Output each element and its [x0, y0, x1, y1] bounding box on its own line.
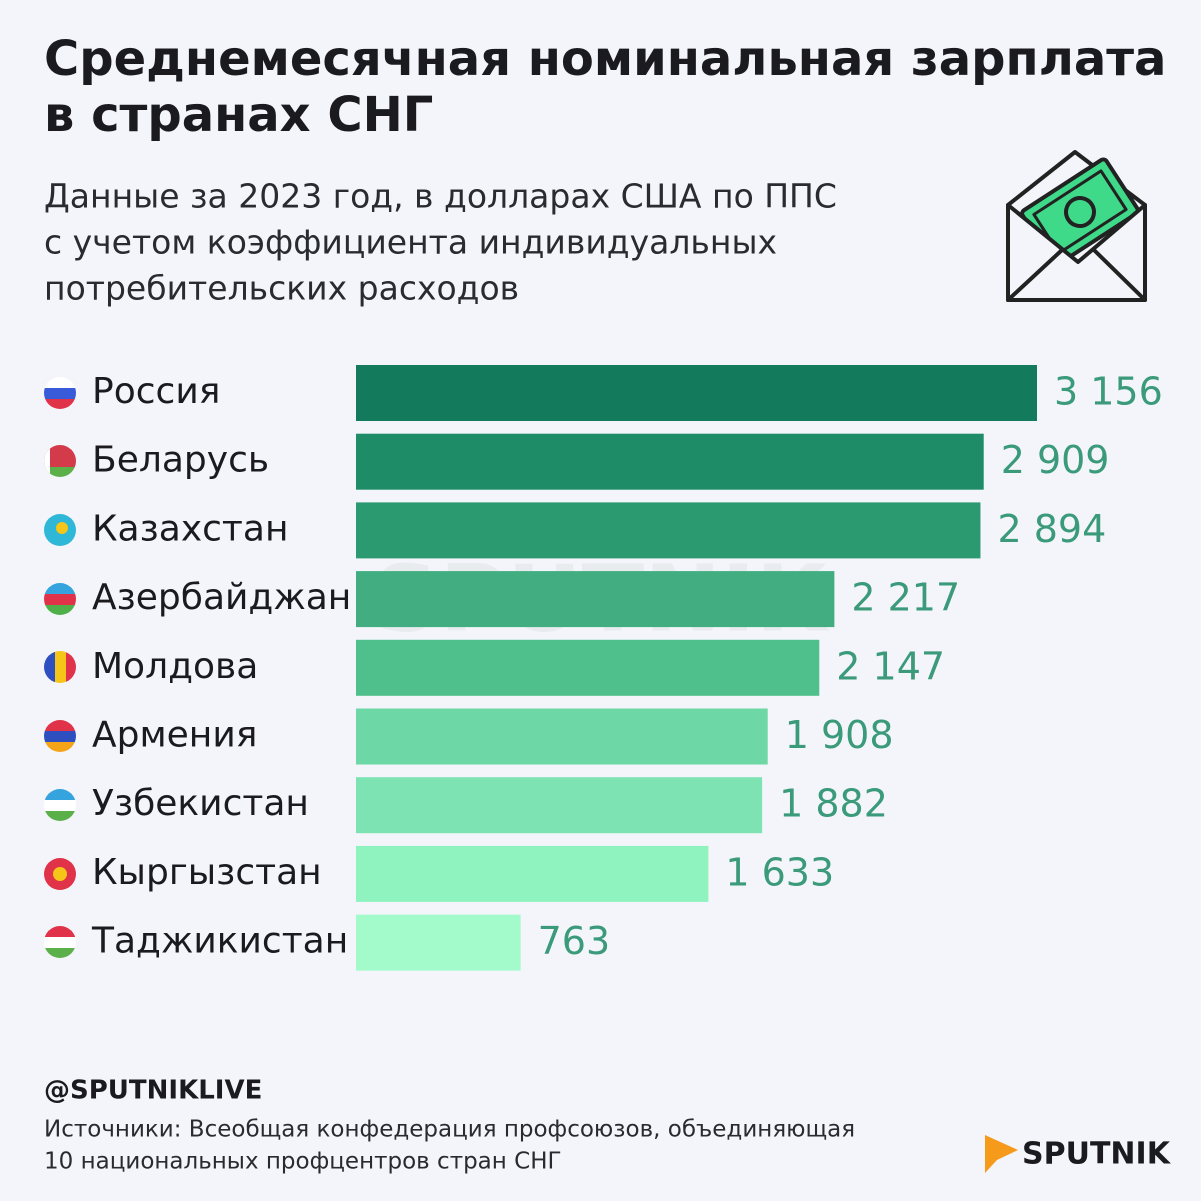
value-label: 2 909 [1001, 438, 1110, 482]
source: Источники: Всеобщая конфедерация профсою… [44, 1117, 855, 1143]
value-label: 2 217 [851, 576, 960, 620]
flags [44, 377, 76, 958]
bar [356, 502, 981, 559]
category-label: Россия [92, 371, 220, 412]
category-label: Таджикистан [91, 921, 348, 962]
category-label: Кыргызстан [92, 852, 322, 893]
flag [44, 789, 76, 821]
flag [44, 514, 76, 546]
bar [356, 365, 1037, 421]
bar [356, 639, 820, 696]
bar [356, 708, 768, 765]
subtitle: с учетом коэффициента индивидуальных [44, 223, 777, 262]
bar [356, 845, 709, 902]
flag [44, 377, 76, 409]
value-label: 2 894 [997, 507, 1106, 551]
category-label: Азербайджан [92, 577, 351, 618]
flag [44, 445, 76, 477]
value-label: 763 [538, 919, 611, 963]
flag [44, 651, 76, 683]
subtitle: потребительских расходов [44, 269, 519, 308]
flag [44, 583, 76, 615]
subtitle: Данные за 2023 год, в долларах США по ПП… [44, 177, 837, 216]
bar [356, 914, 521, 971]
category-label: Узбекистан [92, 783, 309, 824]
value-label: 1 882 [779, 782, 888, 826]
flag [44, 926, 76, 958]
envelope-icon [1006, 150, 1147, 302]
value-label: 1 908 [785, 713, 894, 757]
value-label: 3 156 [1054, 370, 1163, 414]
chart-title: Среднемесячная номинальная зарплата [44, 31, 1166, 87]
logo-mark [985, 1135, 1018, 1173]
category-label: Молдова [92, 646, 258, 687]
category-label: Беларусь [92, 440, 269, 481]
bar [356, 571, 835, 628]
bar [356, 777, 763, 834]
category-label: Казахстан [92, 508, 289, 549]
handle: @SPUTNIKLIVE [44, 1076, 262, 1106]
value-label: 1 633 [725, 850, 834, 894]
flag [44, 858, 76, 890]
bar [356, 433, 984, 490]
category-label: Армения [92, 715, 257, 756]
value-label: 2 147 [836, 644, 945, 688]
logo: SPUTNIK [1022, 1137, 1172, 1172]
source: 10 национальных профцентров стран СНГ [44, 1149, 562, 1175]
chart-title: в странах СНГ [44, 87, 433, 143]
flag [44, 720, 76, 752]
